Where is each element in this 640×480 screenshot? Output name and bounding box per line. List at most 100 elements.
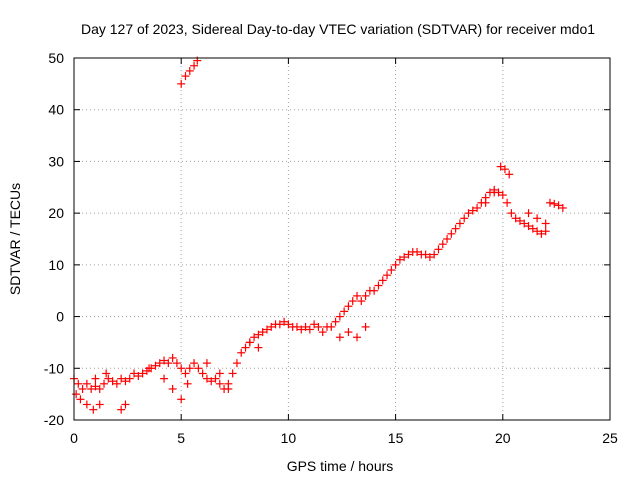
data-point [224,384,233,393]
data-point [232,359,241,368]
data-point [438,240,447,249]
data-point [160,356,169,365]
data-point [335,312,344,321]
data-point [245,338,254,347]
data-point [155,359,164,368]
data-point [108,377,117,386]
data-point [241,343,250,352]
data-point [413,247,422,256]
data-point [121,377,130,386]
data-point [125,374,134,383]
data-point [177,364,186,373]
data-point [451,224,460,233]
y-tick-label: -10 [44,360,64,376]
data-point [340,307,349,316]
data-series-mdo1 [70,56,567,414]
data-point [292,322,301,331]
data-point [183,379,192,388]
data-point [520,219,529,228]
data-point [190,61,199,70]
data-point [374,281,383,290]
data-point [95,384,104,393]
data-point [430,250,439,259]
data-point [378,276,387,285]
data-point [87,384,96,393]
data-point [258,328,267,337]
data-point [74,379,83,388]
data-point [185,66,194,75]
data-point [284,320,293,329]
data-point [262,325,271,334]
data-point [297,325,306,334]
data-point [481,198,490,207]
chart-title: Day 127 of 2023, Sidereal Day-to-day VTE… [81,21,595,37]
data-point [172,359,181,368]
y-tick-label: 20 [48,205,64,221]
plot-frame [73,57,611,421]
data-point [250,333,259,342]
data-point [95,400,104,409]
data-point [160,374,169,383]
data-point [455,219,464,228]
data-point [498,191,507,200]
data-point [425,253,434,262]
data-point [541,219,550,228]
data-point [550,199,559,208]
data-point [434,245,443,254]
x-tick-label: 15 [388,430,404,446]
data-point [464,209,473,218]
data-point [91,374,100,383]
data-point [181,369,190,378]
data-point [91,382,100,391]
data-point [100,379,109,388]
data-point [361,291,370,300]
data-point [361,322,370,331]
data-point [254,330,263,339]
y-tick-label: 10 [48,257,64,273]
data-point [305,325,314,334]
data-point [82,400,91,409]
data-point [177,395,186,404]
data-point [211,374,220,383]
data-point [327,322,336,331]
data-point [134,372,143,381]
x-tick-label: 5 [177,430,185,446]
data-point [443,235,452,243]
data-point [353,291,362,300]
y-tick-label: 0 [56,309,64,325]
data-point [348,297,357,306]
data-point [301,322,310,331]
x-axis-label: GPS time / hours [287,458,394,474]
data-point [507,209,516,218]
data-point [190,359,199,368]
ticks: 0 5 10 15 20 25 -20 -10 0 10 20 30 40 50 [44,50,618,446]
data-point [558,203,567,212]
data-point [533,214,542,223]
data-point [545,198,554,207]
data-point [89,405,98,414]
y-tick-label: 30 [48,153,64,169]
data-point [490,188,499,197]
data-point [164,359,173,368]
data-point [112,379,121,388]
y-tick-label: -20 [44,412,64,428]
data-point [121,400,130,409]
data-point [185,364,194,373]
data-point [72,390,81,399]
data-point [395,255,404,264]
data-point [554,201,563,210]
data-point [130,369,139,378]
y-tick-label: 40 [48,102,64,118]
data-point [145,364,154,373]
x-tick-label: 25 [602,430,618,446]
data-point [357,297,366,306]
data-point [76,395,85,404]
data-point [215,369,224,378]
data-point [310,320,319,329]
data-point [331,317,340,326]
data-point [528,224,537,233]
data-point [468,206,477,215]
data-point [280,317,289,326]
data-point [496,162,505,171]
